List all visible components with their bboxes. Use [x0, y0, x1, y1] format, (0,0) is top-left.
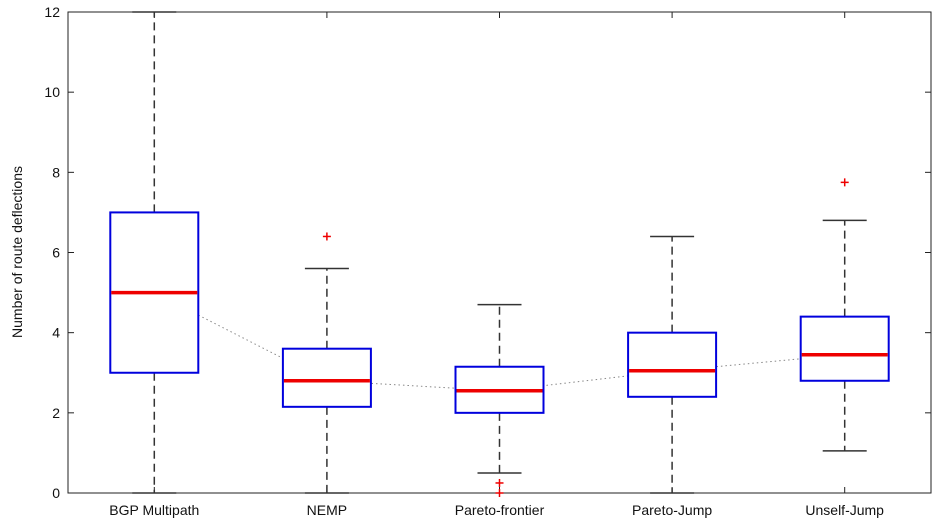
outlier-marker: [495, 478, 504, 487]
y-tick-label: 6: [52, 245, 60, 261]
x-tick-label: NEMP: [307, 502, 347, 518]
y-tick-label: 8: [52, 164, 60, 180]
box-2: [454, 303, 545, 497]
x-tick-label: BGP Multipath: [109, 502, 199, 518]
y-tick-label: 2: [52, 405, 60, 421]
x-tick-label: Pareto-Jump: [632, 502, 712, 518]
y-axis-title: Number of route deflections: [9, 166, 25, 338]
iqr-box: [281, 347, 372, 408]
outlier-marker: [322, 232, 331, 241]
iqr-box: [627, 331, 718, 398]
y-tick-label: 10: [44, 84, 60, 100]
y-tick-label: 0: [52, 485, 60, 501]
y-tick-label: 12: [44, 4, 60, 20]
box-1: [281, 232, 372, 494]
iqr-box: [799, 315, 890, 382]
outlier-marker: [840, 178, 849, 187]
x-tick-label: Pareto-frontier: [455, 502, 545, 518]
box-0: [109, 11, 200, 494]
outlier-marker: [495, 489, 504, 497]
x-tick-label: Unself-Jump: [805, 502, 884, 518]
box-3: [627, 235, 718, 494]
y-tick-label: 4: [52, 325, 60, 341]
boxes: [109, 11, 890, 497]
box-4: [799, 178, 890, 452]
